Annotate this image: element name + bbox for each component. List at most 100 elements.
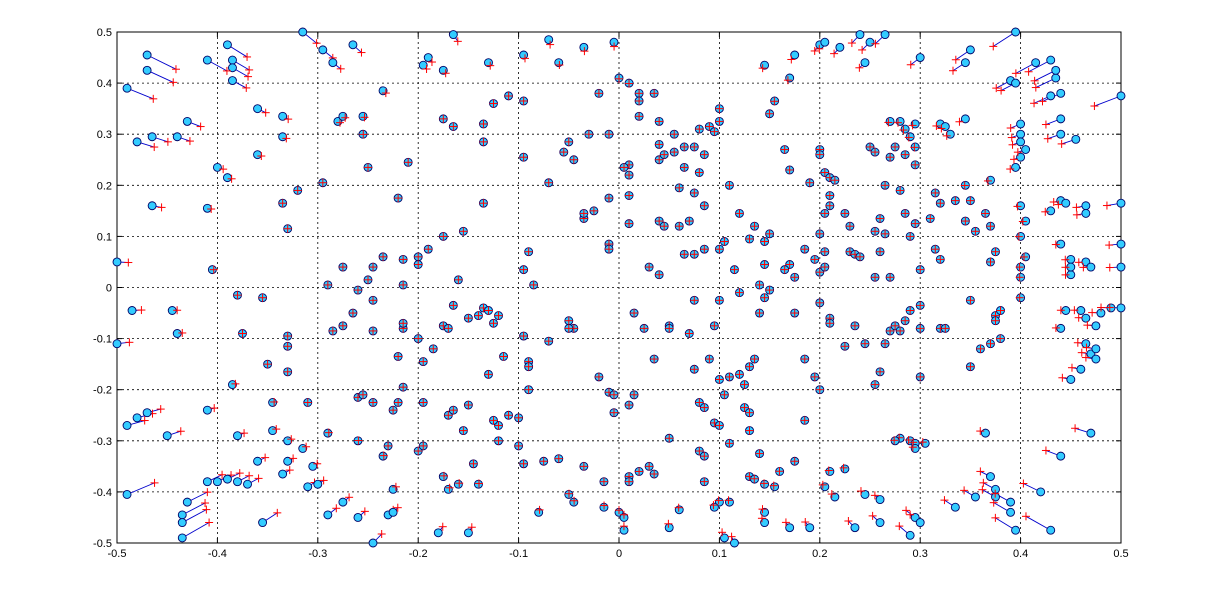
data-point (464, 529, 472, 537)
data-point (213, 478, 221, 486)
x-tick-label: -0.4 (208, 548, 227, 560)
data-point (143, 66, 151, 74)
data-point (329, 59, 337, 67)
data-point (1092, 355, 1100, 363)
data-point (148, 202, 156, 210)
data-point (1047, 207, 1055, 215)
data-point (1067, 375, 1075, 383)
data-point (971, 493, 979, 501)
data-point (1017, 120, 1025, 128)
x-tick-label: -0.2 (409, 548, 428, 560)
data-point (299, 444, 307, 452)
data-point (434, 529, 442, 537)
data-point (1087, 429, 1095, 437)
data-point (906, 531, 914, 539)
data-point (439, 473, 447, 481)
data-point (369, 539, 377, 547)
y-tick-label: 0.5 (97, 27, 112, 39)
data-point (284, 437, 292, 445)
data-point (891, 437, 899, 445)
data-point (1092, 322, 1100, 330)
data-point (444, 485, 452, 493)
data-point (314, 480, 322, 488)
data-point (821, 38, 829, 46)
data-point (1007, 498, 1015, 506)
data-point (1082, 340, 1090, 348)
data-point (143, 51, 151, 59)
data-point (1077, 365, 1085, 373)
data-point (906, 133, 914, 141)
data-point (1007, 508, 1015, 516)
data-point (354, 513, 362, 521)
data-point (123, 421, 131, 429)
data-point (856, 31, 864, 39)
data-point (710, 503, 718, 511)
data-point (244, 480, 252, 488)
data-point (866, 38, 874, 46)
data-point (1072, 135, 1080, 143)
data-point (791, 51, 799, 59)
data-point (183, 117, 191, 125)
data-point (133, 138, 141, 146)
data-point (1052, 74, 1060, 82)
data-point (223, 41, 231, 49)
data-point (233, 478, 241, 486)
data-point (113, 340, 121, 348)
data-point (1062, 199, 1070, 207)
data-point (961, 59, 969, 67)
data-point (1032, 59, 1040, 67)
data-point (1017, 130, 1025, 138)
data-point (223, 174, 231, 182)
data-point (339, 112, 347, 120)
data-point (1047, 56, 1055, 64)
data-point (279, 133, 287, 141)
data-point (826, 467, 834, 475)
data-point (1082, 314, 1090, 322)
data-point (254, 105, 262, 113)
data-point (389, 508, 397, 516)
y-tick-label: -0.2 (93, 385, 112, 397)
data-point (886, 117, 894, 125)
data-point (786, 524, 794, 532)
data-point (173, 329, 181, 337)
data-point (279, 470, 287, 478)
data-point (449, 31, 457, 39)
data-point (1057, 130, 1065, 138)
data-point (841, 465, 849, 473)
data-point (545, 36, 553, 44)
data-point (319, 46, 327, 54)
y-tick-label: 0.3 (97, 129, 112, 141)
data-point (213, 163, 221, 171)
y-tick-label: 0.4 (97, 78, 112, 90)
data-point (1012, 526, 1020, 534)
data-point (761, 480, 769, 488)
data-point (1047, 92, 1055, 100)
data-point (143, 409, 151, 417)
data-point (123, 84, 131, 92)
data-point (299, 28, 307, 36)
data-point (520, 51, 528, 59)
data-point (951, 503, 959, 511)
data-point (454, 480, 462, 488)
data-point (675, 506, 683, 514)
data-point (178, 534, 186, 542)
data-point (786, 74, 794, 82)
y-tick-label: 0.1 (97, 231, 112, 243)
data-point (861, 490, 869, 498)
data-point (806, 524, 814, 532)
data-point (203, 204, 211, 212)
data-point (228, 56, 236, 64)
x-tick-label: 0.5 (1113, 548, 1128, 560)
data-point (474, 480, 482, 488)
data-point (896, 117, 904, 125)
x-tick-label: 0.4 (1013, 548, 1028, 560)
data-point (981, 429, 989, 437)
x-tick-label: -0.3 (308, 548, 327, 560)
data-point (1092, 345, 1100, 353)
data-point (223, 475, 231, 483)
data-point (178, 511, 186, 519)
data-point (419, 61, 427, 69)
data-point (876, 496, 884, 504)
